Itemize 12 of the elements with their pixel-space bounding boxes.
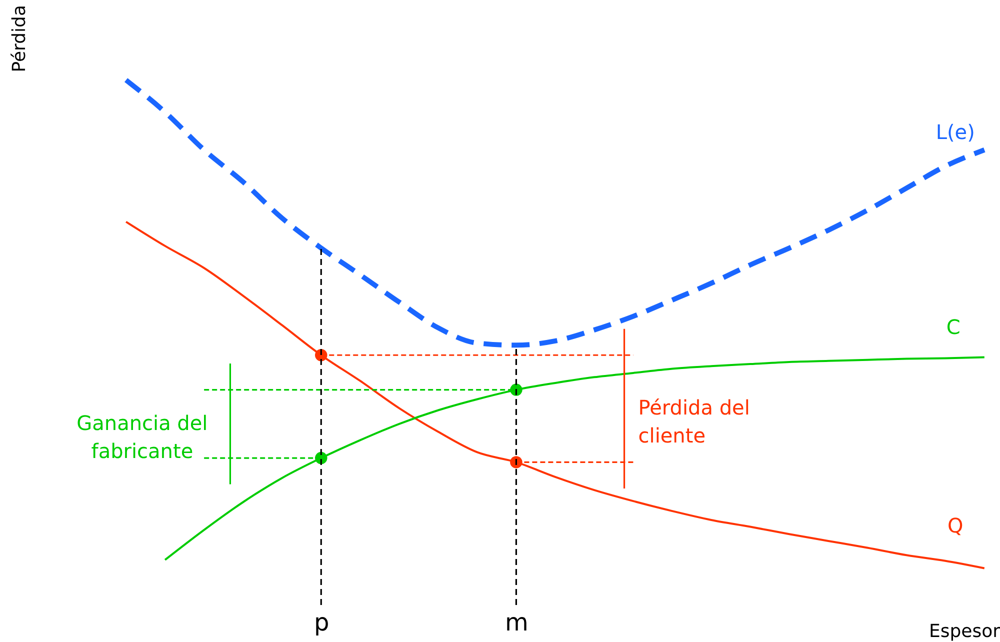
x-tick-label: p — [314, 608, 330, 636]
series-label: L(e) — [936, 120, 975, 144]
series-label: Q — [948, 513, 964, 538]
point — [510, 384, 522, 396]
annotation: Ganancia del fabricante — [76, 410, 208, 463]
point — [314, 452, 328, 464]
x-tick-label: m — [505, 608, 528, 636]
y-axis-title: Pérdida — [9, 5, 30, 72]
x-axis-title: Espesor — [928, 621, 1000, 642]
series-label: C — [946, 315, 960, 340]
point — [510, 456, 522, 468]
annotation: Pérdida del cliente — [638, 396, 750, 448]
